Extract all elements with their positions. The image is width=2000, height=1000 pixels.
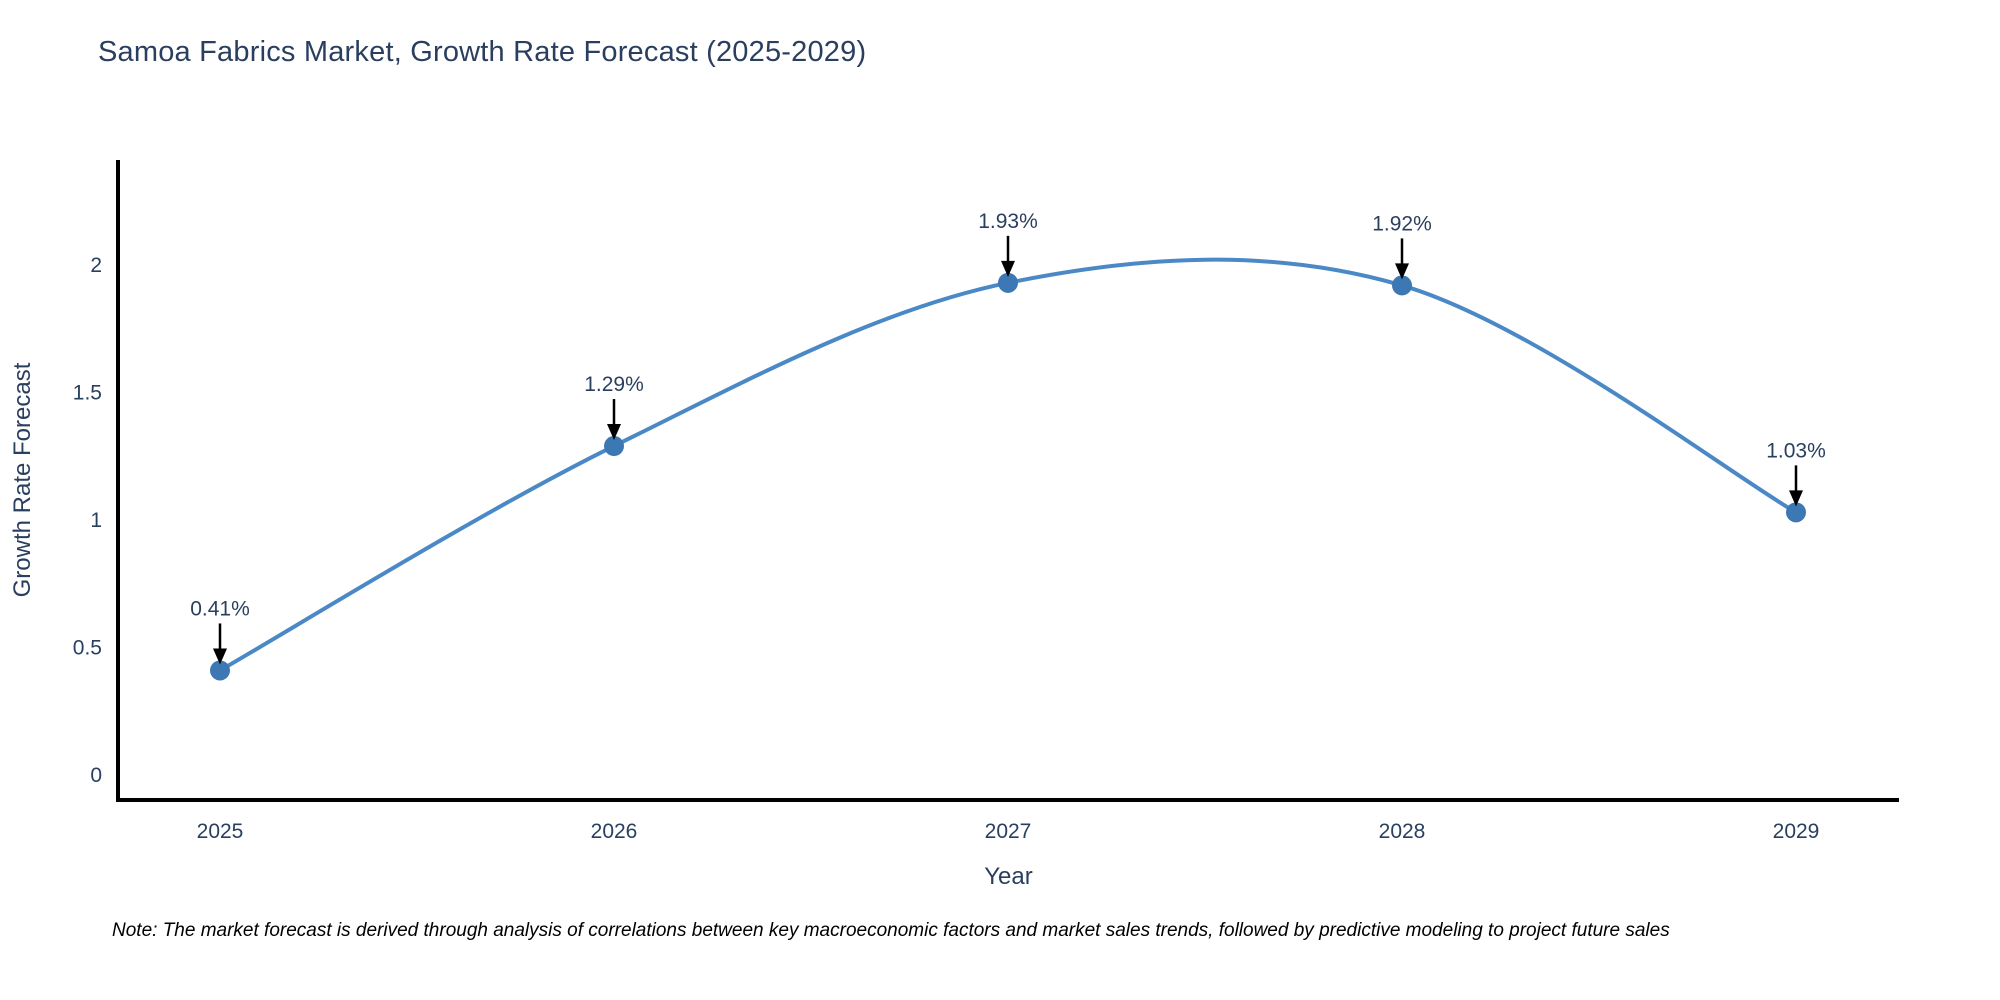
x-tick-label: 2027 xyxy=(985,820,1032,843)
data-point-label: 1.92% xyxy=(1372,212,1432,235)
data-point-label: 1.03% xyxy=(1766,439,1826,462)
annotation-arrowhead-icon xyxy=(1395,263,1409,280)
x-tick-label: 2025 xyxy=(197,820,244,843)
y-tick-label: 2 xyxy=(90,254,102,277)
annotation-arrowhead-icon xyxy=(1789,490,1803,507)
annotation-arrowhead-icon xyxy=(1001,260,1015,277)
y-tick-label: 0 xyxy=(90,764,102,787)
y-tick-label: 1 xyxy=(90,509,102,532)
data-point-marker xyxy=(1786,502,1806,523)
x-tick-label: 2028 xyxy=(1379,820,1426,843)
data-point-label: 0.41% xyxy=(190,597,250,620)
data-point-marker xyxy=(210,660,230,681)
annotation-arrowhead-icon xyxy=(213,648,227,665)
data-point-marker xyxy=(998,272,1018,293)
chart-title: Samoa Fabrics Market, Growth Rate Foreca… xyxy=(98,36,867,68)
x-tick-label: 2026 xyxy=(591,820,638,843)
data-point-label: 1.29% xyxy=(584,373,644,396)
forecast-spline-line xyxy=(218,257,1798,673)
x-axis-title: Year xyxy=(984,863,1033,890)
annotation-arrowhead-icon xyxy=(607,424,621,441)
data-point-marker xyxy=(1392,275,1412,296)
y-tick-label: 0.5 xyxy=(73,637,102,660)
footnote: Note: The market forecast is derived thr… xyxy=(112,920,1670,941)
x-tick-label: 2029 xyxy=(1773,820,1820,843)
data-point-marker xyxy=(604,436,624,457)
y-axis-title: Growth Rate Forecast xyxy=(9,362,36,597)
y-tick-label: 1.5 xyxy=(73,382,102,405)
data-point-label: 1.93% xyxy=(978,210,1038,233)
